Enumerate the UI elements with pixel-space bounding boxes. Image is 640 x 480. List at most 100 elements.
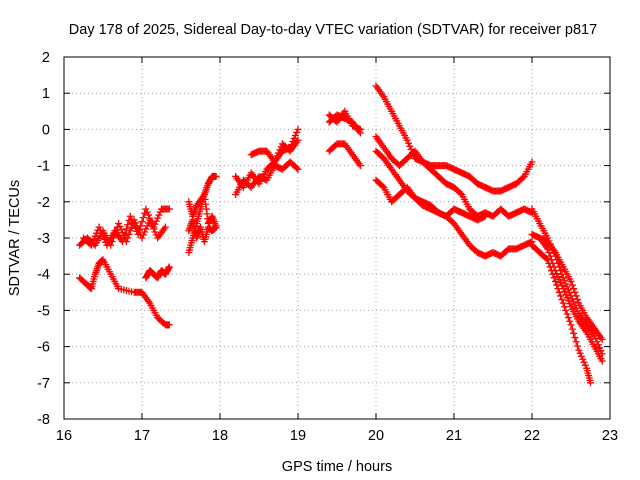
data-point [571,334,579,342]
data-point [567,321,575,329]
data-point [275,149,282,157]
data-point [142,225,150,233]
data-point [145,211,152,219]
x-axis-label: GPS time / hours [282,459,392,475]
data-point [564,297,572,305]
data-point [405,139,412,147]
x-tick-label: 18 [212,428,228,444]
data-point [134,230,142,238]
data-point [294,165,302,173]
data-point [126,227,134,235]
data-point [120,233,128,241]
data-point [555,276,563,284]
data-point [554,273,562,281]
data-point [135,226,143,234]
data-point [293,164,301,172]
data-point [566,317,574,325]
y-tick-label: -4 [37,267,50,283]
y-tick-label: -7 [37,376,50,392]
data-point [571,288,579,296]
data-point [598,357,606,365]
data-point [561,277,568,285]
data-point [137,222,145,230]
data-point [557,292,565,300]
data-point [558,282,566,290]
data-point [200,191,208,199]
data-point [566,300,574,308]
data-point [139,213,147,221]
data-point [138,218,146,226]
data-point [116,223,124,231]
data-point [550,263,558,271]
data-point [143,208,151,216]
data-point [96,226,104,234]
data-point [570,285,578,293]
data-point [542,255,550,263]
data-point [121,229,129,237]
data-point [155,211,163,219]
x-tick-label: 17 [134,428,150,444]
x-tick-labels: 16 17 18 19 20 21 22 23 [56,428,618,444]
series-trace-c [76,256,173,329]
data-point [126,212,134,220]
data-point [519,174,527,182]
y-tick-label: 2 [42,50,50,66]
data-point [272,155,280,163]
data-point [189,216,197,224]
series-trace-q [372,147,489,224]
series-trace-t [528,241,594,387]
data-point [575,346,583,354]
data-point [551,267,559,275]
data-point [563,294,571,302]
data-point [561,288,568,296]
data-point [291,131,299,139]
data-point [577,352,585,360]
data-point [581,361,589,369]
data-point [574,342,581,350]
y-tick-label: -1 [37,159,50,175]
data-point [550,274,558,282]
y-tick-label: -3 [37,231,50,247]
data-point [558,296,566,304]
data-point [562,306,570,314]
data-point [202,200,210,208]
series-trace-j [247,136,302,166]
x-tick-label: 20 [368,428,384,444]
data-point [271,158,279,166]
data-point [570,298,578,306]
data-point [568,281,576,289]
series-trace-l [325,111,364,137]
data-point [481,212,489,220]
data-point [559,285,567,293]
data-point [146,214,154,222]
y-tick-label: -8 [37,412,50,428]
data-point [165,205,173,213]
data-point [130,221,138,229]
data-point [276,146,284,154]
data-point [150,223,158,231]
data-point [544,245,552,253]
data-point [564,314,572,322]
x-tick-label: 16 [56,428,72,444]
series-trace-d [142,263,173,282]
data-point [406,142,414,150]
data-point [122,225,130,233]
data-point [90,235,98,243]
data-point [574,296,581,304]
data-point [579,355,587,363]
data-point [152,217,160,225]
data-point [570,329,578,337]
data-point [124,221,132,229]
data-point [549,259,557,267]
data-point [290,134,298,142]
data-point [212,172,220,180]
data-point [596,344,604,352]
data-point [151,220,159,228]
data-point [528,158,536,166]
data-point [545,248,553,256]
data-point [99,232,107,240]
series-trace-o [372,133,536,220]
data-point [457,189,464,197]
data-point [132,224,139,232]
